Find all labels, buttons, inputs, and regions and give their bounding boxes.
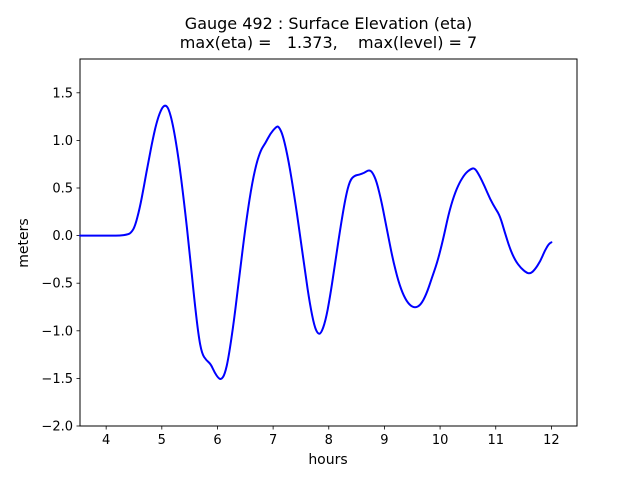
plot-border <box>79 58 578 427</box>
x-tick-label: 4 <box>102 433 110 448</box>
x-tick-label: 12 <box>543 433 560 448</box>
y-tick-label: 1.5 <box>52 86 73 101</box>
y-tick-label: −0.5 <box>41 277 73 292</box>
y-tick-label: 1.0 <box>52 134 73 149</box>
y-axis: 1.5 1.0 0.5 0.0 −0.5 −1.0 −1.5 −2.0 <box>41 86 80 435</box>
chart-title: Gauge 492 : Surface Elevation (eta) <box>184 14 473 33</box>
y-axis-label: meters <box>16 218 32 267</box>
x-tick-label: 7 <box>269 433 277 448</box>
x-tick-label: 5 <box>158 433 166 448</box>
y-tick-label: −1.0 <box>41 324 73 339</box>
x-tick-label: 8 <box>325 433 333 448</box>
y-tick-label: −1.5 <box>41 372 73 387</box>
x-tick-label: 6 <box>213 433 221 448</box>
chart-title-block: Gauge 492 : Surface Elevation (eta) max(… <box>80 14 577 52</box>
chart-subtitle: max(eta) = 1.373, max(level) = 7 <box>179 33 478 52</box>
x-tick-label: 11 <box>487 433 504 448</box>
x-tick-label: 9 <box>380 433 388 448</box>
y-tick-label: 0.0 <box>52 229 73 244</box>
y-tick-label: 0.5 <box>52 181 73 196</box>
eta-series-line <box>79 104 553 380</box>
x-axis-label: hours <box>308 452 347 468</box>
x-axis: 4 5 6 7 8 9 10 11 12 <box>102 426 560 448</box>
x-tick-label: 10 <box>432 433 449 448</box>
y-tick-label: −2.0 <box>41 420 73 435</box>
